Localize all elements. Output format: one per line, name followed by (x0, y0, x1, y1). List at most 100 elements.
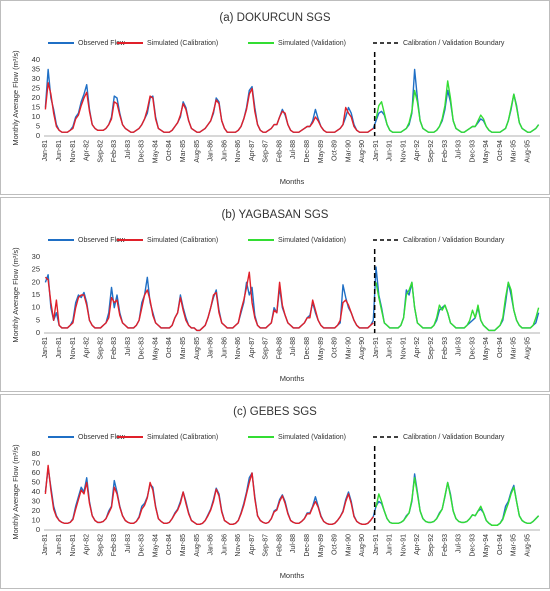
x-tick-label: Feb-88 (276, 337, 283, 359)
x-tick-label: Nov-91 (400, 337, 407, 360)
x-tick-label: Sep-87 (263, 534, 270, 557)
x-tick-label: Dec-83 (139, 140, 146, 163)
panel: (a) DOKURCUN SGS Observed Flow Simulated (… (0, 0, 550, 195)
x-tick-label: Oct-94 (497, 534, 504, 555)
legend-label: Calibration / Validation Boundary (403, 237, 505, 244)
y-tick-label: 0 (36, 525, 40, 534)
y-tick-label: 15 (32, 102, 40, 111)
y-axis-title: Monthly Average Flow (m³/s) (11, 247, 20, 343)
y-tick-label: 80 (32, 449, 40, 458)
x-tick-label: Jan-81 (42, 140, 49, 162)
x-axis-title: Months (280, 374, 305, 383)
x-tick-label: Mar-95 (511, 140, 518, 162)
x-tick-label: Jun-91 (387, 140, 394, 162)
x-tick-label: Sep-82 (97, 534, 104, 557)
series-line (375, 281, 540, 332)
x-tick-label: Jan-91 (373, 140, 380, 162)
y-tick-label: 35 (32, 64, 40, 73)
x-tick-label: Jun-91 (387, 337, 394, 359)
x-tick-label: Dec-93 (469, 140, 476, 163)
x-tick-label: Dec-83 (139, 337, 146, 360)
x-tick-label: Oct-89 (332, 140, 339, 161)
y-tick-label: 30 (32, 252, 40, 261)
x-tick-label: Dec-93 (469, 337, 476, 360)
x-tick-label: May-94 (483, 337, 490, 360)
y-tick-label: 0 (36, 328, 40, 337)
x-tick-label: May-84 (152, 534, 159, 557)
legend-label: Calibration / Validation Boundary (403, 40, 505, 47)
series-line (44, 82, 374, 133)
x-tick-label: Jul-88 (290, 140, 297, 159)
x-tick-label: Oct-89 (332, 534, 339, 555)
x-tick-label: Nov-81 (70, 337, 77, 360)
x-tick-label: Apr-87 (249, 337, 256, 358)
x-tick-label: Nov-86 (235, 337, 242, 360)
y-tick-label: 60 (32, 468, 40, 477)
x-tick-label: Nov-91 (400, 534, 407, 557)
x-tick-label: Dec-88 (304, 534, 311, 557)
x-tick-label: Mar-95 (511, 337, 518, 359)
x-tick-label: Sep-92 (428, 534, 435, 557)
y-tick-label: 50 (32, 477, 40, 486)
x-tick-label: Oct-84 (166, 534, 173, 555)
x-tick-label: Aug-85 (194, 534, 201, 557)
x-tick-label: Jan-81 (42, 534, 49, 556)
x-axis-title: Months (280, 177, 305, 186)
x-tick-label: Sep-82 (97, 140, 104, 163)
x-tick-label: May-94 (483, 140, 490, 163)
x-tick-label: Jul-83 (125, 534, 132, 553)
y-tick-label: 0 (36, 131, 40, 140)
x-tick-label: Nov-81 (70, 140, 77, 163)
y-tick-label: 70 (32, 458, 40, 467)
x-tick-label: Jun-86 (221, 534, 228, 556)
y-tick-label: 40 (32, 55, 40, 64)
x-tick-label: Dec-83 (139, 534, 146, 557)
x-tick-label: Feb-93 (442, 140, 449, 162)
x-tick-label: Mar-85 (180, 140, 187, 162)
x-tick-label: Oct-84 (166, 140, 173, 161)
legend-label: Simulated (Validation) (278, 40, 346, 47)
x-tick-label: Nov-86 (235, 140, 242, 163)
legend-label: Simulated (Calibration) (147, 237, 218, 244)
x-tick-label: Aug-95 (524, 337, 531, 360)
y-tick-label: 20 (32, 277, 40, 286)
x-tick-label: Oct-84 (166, 337, 173, 358)
panel: (c) GEBES SGS Observed Flow Simulated (Cal… (0, 394, 550, 589)
x-tick-label: Aug-90 (359, 337, 366, 360)
series-line (44, 464, 374, 525)
x-tick-label: Apr-82 (84, 140, 91, 161)
x-tick-label: Aug-95 (524, 534, 531, 557)
y-tick-label: 25 (32, 83, 40, 92)
x-tick-label: Mar-85 (180, 534, 187, 556)
panel-frame (0, 394, 550, 589)
x-tick-label: Jun-81 (56, 140, 63, 162)
x-tick-label: Mar-90 (345, 140, 352, 162)
legend-label: Simulated (Calibration) (147, 40, 218, 47)
x-tick-label: Dec-88 (304, 337, 311, 360)
y-tick-label: 15 (32, 290, 40, 299)
x-tick-label: Apr-87 (249, 140, 256, 161)
x-tick-label: Jun-86 (221, 337, 228, 359)
legend-label: Simulated (Validation) (278, 434, 346, 441)
x-tick-label: Dec-93 (469, 534, 476, 557)
x-tick-label: Sep-87 (263, 140, 270, 163)
x-tick-label: Apr-82 (84, 337, 91, 358)
legend-label: Calibration / Validation Boundary (403, 434, 505, 441)
x-tick-label: Aug-85 (194, 140, 201, 163)
y-tick-label: 10 (32, 515, 40, 524)
x-tick-label: Jul-93 (456, 534, 463, 553)
x-tick-label: Apr-92 (414, 534, 421, 555)
y-tick-label: 25 (32, 265, 40, 274)
x-tick-label: May-89 (318, 534, 325, 557)
x-tick-label: Dec-88 (304, 140, 311, 163)
y-tick-label: 30 (32, 74, 40, 83)
legend-label: Observed Flow (78, 434, 126, 441)
series-line (375, 80, 540, 133)
x-tick-label: May-89 (318, 337, 325, 360)
x-tick-label: Nov-81 (70, 534, 77, 557)
x-tick-label: Apr-92 (414, 140, 421, 161)
x-tick-label: May-84 (152, 140, 159, 163)
x-tick-label: Jan-91 (373, 337, 380, 359)
x-tick-label: Mar-95 (511, 534, 518, 556)
y-tick-label: 5 (36, 315, 40, 324)
